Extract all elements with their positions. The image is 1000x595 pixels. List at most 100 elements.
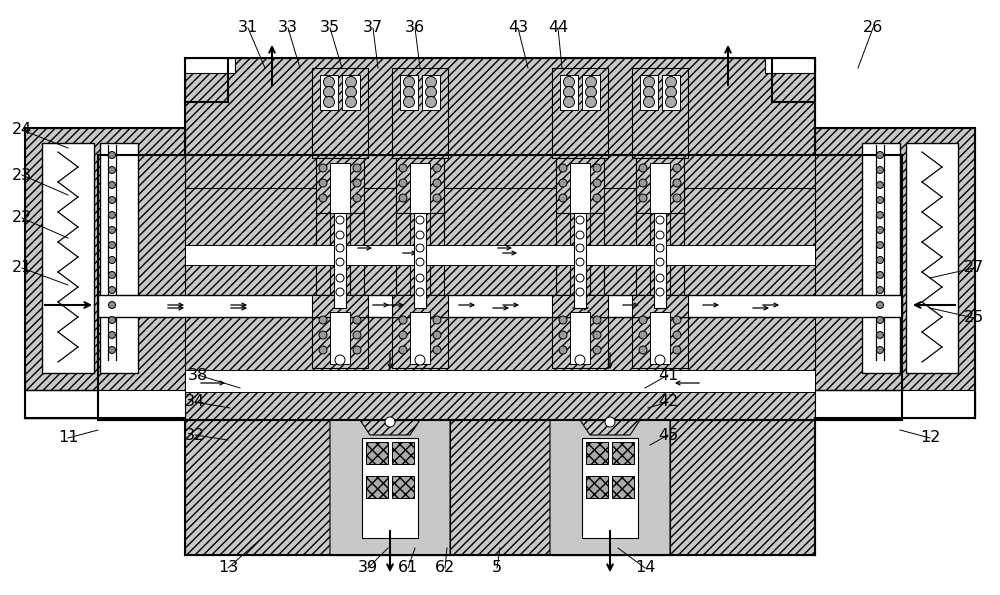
- Circle shape: [656, 258, 664, 266]
- Circle shape: [433, 164, 441, 172]
- Text: 26: 26: [863, 20, 883, 36]
- Text: 21: 21: [12, 261, 32, 275]
- Bar: [392, 308, 448, 368]
- Circle shape: [876, 181, 884, 189]
- Bar: [552, 68, 608, 158]
- Circle shape: [335, 355, 345, 365]
- Bar: [765, 58, 815, 73]
- Circle shape: [559, 331, 567, 339]
- Circle shape: [319, 164, 327, 172]
- Circle shape: [319, 179, 327, 187]
- Circle shape: [385, 417, 395, 427]
- Circle shape: [876, 167, 884, 174]
- Circle shape: [559, 316, 567, 324]
- Circle shape: [416, 216, 424, 224]
- Text: 34: 34: [185, 394, 205, 409]
- Circle shape: [416, 274, 424, 282]
- Circle shape: [416, 258, 424, 266]
- Bar: [330, 163, 350, 213]
- Circle shape: [666, 96, 676, 108]
- Text: 37: 37: [363, 20, 383, 36]
- Circle shape: [319, 316, 327, 324]
- Circle shape: [399, 179, 407, 187]
- Circle shape: [666, 77, 676, 87]
- Bar: [312, 68, 368, 158]
- Bar: [636, 213, 650, 308]
- Text: 35: 35: [320, 20, 340, 36]
- Circle shape: [108, 287, 116, 293]
- Bar: [330, 312, 350, 364]
- Text: 36: 36: [405, 20, 425, 36]
- Circle shape: [593, 316, 601, 324]
- Circle shape: [399, 194, 407, 202]
- Circle shape: [673, 179, 681, 187]
- Bar: [392, 295, 448, 317]
- Text: 61: 61: [398, 560, 418, 575]
- Bar: [414, 213, 426, 308]
- Bar: [366, 442, 388, 464]
- Circle shape: [639, 316, 647, 324]
- Bar: [430, 213, 444, 308]
- Bar: [422, 75, 440, 110]
- Bar: [185, 245, 815, 265]
- Circle shape: [639, 346, 647, 354]
- Bar: [556, 158, 604, 213]
- Bar: [552, 295, 608, 317]
- Bar: [612, 442, 634, 464]
- Circle shape: [639, 194, 647, 202]
- Circle shape: [655, 355, 665, 365]
- Bar: [632, 68, 688, 158]
- Circle shape: [108, 242, 116, 249]
- Circle shape: [108, 302, 116, 308]
- Circle shape: [656, 231, 664, 239]
- Bar: [316, 213, 330, 308]
- Circle shape: [416, 244, 424, 252]
- Circle shape: [404, 86, 415, 98]
- Circle shape: [353, 331, 361, 339]
- Circle shape: [876, 331, 884, 339]
- Polygon shape: [550, 420, 670, 555]
- Circle shape: [559, 346, 567, 354]
- Circle shape: [336, 258, 344, 266]
- Circle shape: [656, 274, 664, 282]
- Circle shape: [399, 331, 407, 339]
- Circle shape: [353, 194, 361, 202]
- Bar: [636, 158, 684, 213]
- Text: 62: 62: [435, 560, 455, 575]
- Circle shape: [876, 317, 884, 324]
- Circle shape: [404, 77, 415, 87]
- Circle shape: [324, 77, 334, 87]
- Circle shape: [399, 346, 407, 354]
- Text: 33: 33: [278, 20, 298, 36]
- Circle shape: [876, 152, 884, 158]
- Circle shape: [576, 258, 584, 266]
- Circle shape: [559, 194, 567, 202]
- Text: 31: 31: [238, 20, 258, 36]
- Circle shape: [673, 346, 681, 354]
- Circle shape: [575, 355, 585, 365]
- Circle shape: [576, 244, 584, 252]
- Circle shape: [876, 196, 884, 203]
- Bar: [185, 58, 235, 73]
- Bar: [650, 312, 670, 364]
- Circle shape: [336, 216, 344, 224]
- Circle shape: [399, 164, 407, 172]
- Bar: [574, 213, 586, 308]
- Bar: [185, 420, 815, 555]
- Circle shape: [559, 164, 567, 172]
- Bar: [396, 158, 444, 213]
- Bar: [552, 308, 608, 368]
- Bar: [312, 295, 368, 317]
- Bar: [396, 213, 410, 308]
- Circle shape: [353, 179, 361, 187]
- Bar: [100, 143, 138, 373]
- Bar: [25, 390, 185, 418]
- Bar: [556, 213, 570, 308]
- Bar: [98, 295, 902, 317]
- Circle shape: [876, 256, 884, 264]
- Circle shape: [336, 274, 344, 282]
- Bar: [632, 295, 688, 317]
- Circle shape: [415, 355, 425, 365]
- Bar: [185, 58, 815, 188]
- Circle shape: [673, 194, 681, 202]
